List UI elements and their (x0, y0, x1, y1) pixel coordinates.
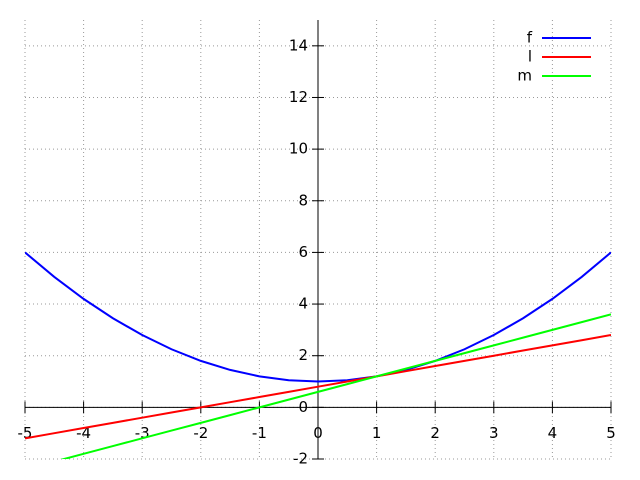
x-tick-label: 4 (548, 424, 558, 442)
y-tick-label: 4 (298, 295, 308, 313)
x-tick-label: 1 (372, 424, 382, 442)
x-tick-label: -2 (193, 424, 208, 442)
y-tick-label: 14 (289, 36, 308, 54)
x-tick-label: 2 (430, 424, 440, 442)
series-line (60, 313, 611, 459)
legend-label: m (517, 67, 532, 85)
series-line (25, 334, 611, 440)
legend-label: f (527, 29, 533, 47)
y-tick-label: 12 (289, 88, 308, 106)
y-tick-label: 10 (289, 140, 308, 158)
x-tick-label: 3 (489, 424, 499, 442)
series-line (25, 251, 611, 383)
y-tick-label: -2 (293, 450, 308, 468)
x-tick-label: -5 (18, 424, 33, 442)
x-tick-label: -1 (252, 424, 267, 442)
y-tick-label: 6 (298, 243, 308, 261)
x-tick-label: 5 (606, 424, 616, 442)
legend-label: l (528, 48, 532, 66)
y-tick-label: 2 (298, 346, 308, 364)
y-tick-label: 8 (298, 191, 308, 209)
